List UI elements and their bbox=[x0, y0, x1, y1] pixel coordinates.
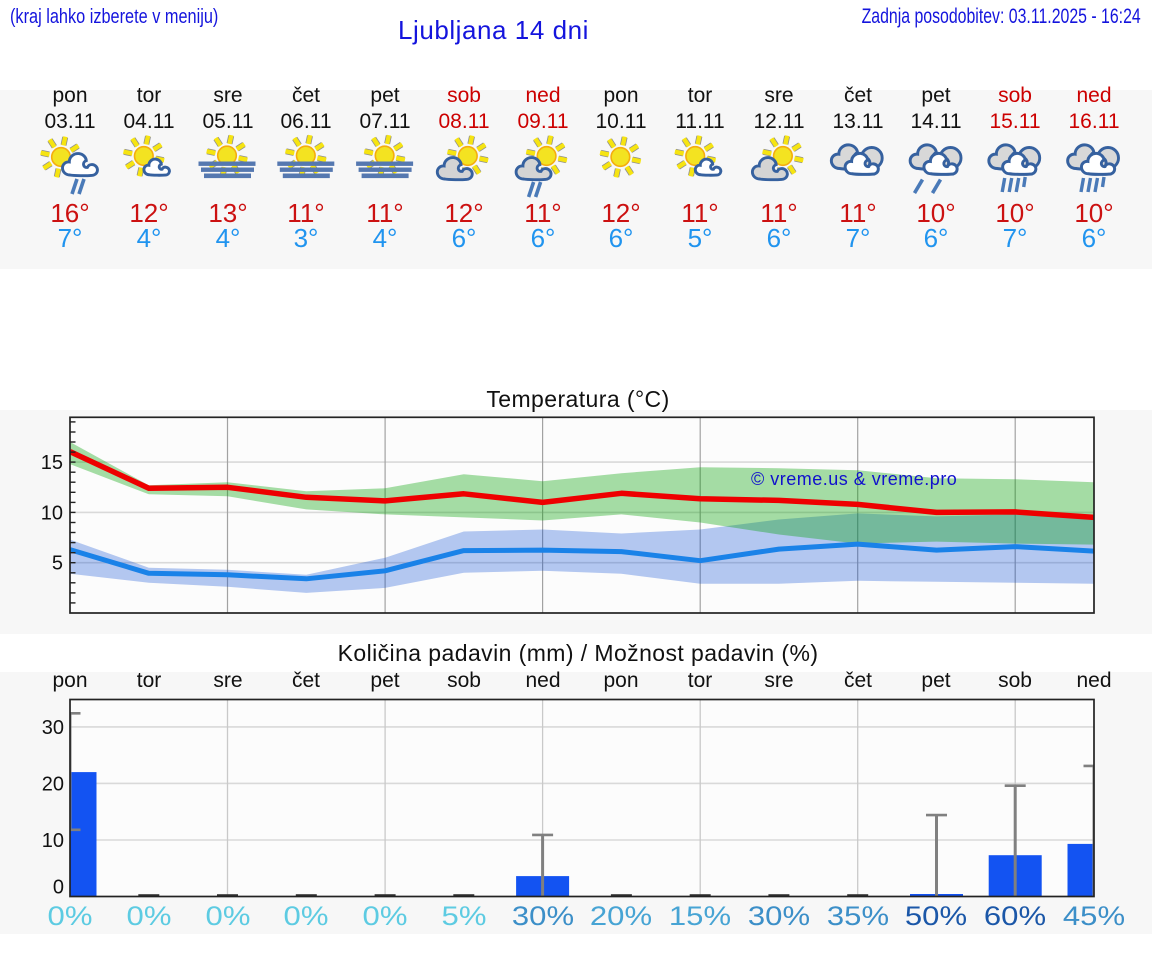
svg-text:10: 10 bbox=[41, 502, 63, 524]
svg-text:15: 15 bbox=[41, 452, 63, 474]
svg-text:20: 20 bbox=[42, 773, 64, 795]
svg-text:0: 0 bbox=[53, 877, 64, 899]
svg-text:10: 10 bbox=[42, 830, 64, 852]
svg-text:30: 30 bbox=[42, 717, 64, 739]
svg-text:© vreme.us & vreme.pro: © vreme.us & vreme.pro bbox=[751, 469, 957, 489]
svg-text:5: 5 bbox=[52, 553, 63, 575]
